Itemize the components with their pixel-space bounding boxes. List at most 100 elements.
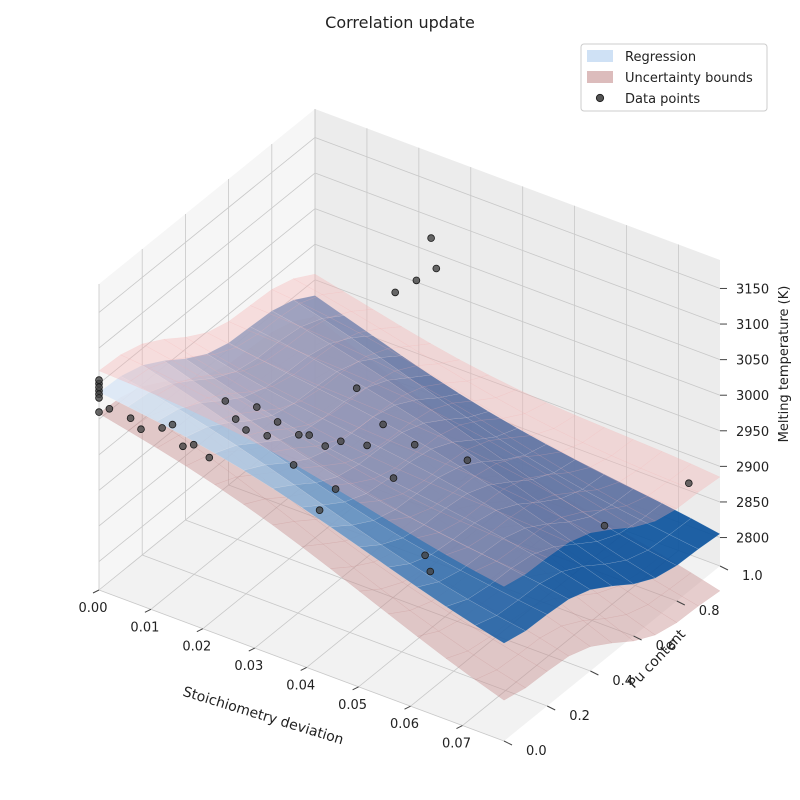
upper-bound-facet: [574, 489, 628, 511]
grid-z-side: [98, 137, 316, 313]
upper-bound-facet: [278, 302, 331, 331]
upper-bound-facet: [567, 467, 620, 490]
upper-bound-facet: [214, 413, 266, 437]
lower-bound-facet: [387, 610, 440, 637]
x-tick-label: 0.02: [182, 640, 211, 655]
upper-bound-facet: [402, 480, 454, 509]
upper-bound-facet: [409, 507, 461, 533]
upper-bound-facet: [322, 370, 374, 400]
data-point: [221, 397, 230, 405]
data-points: [95, 234, 693, 576]
upper-bound-facet: [495, 388, 547, 414]
data-point: [263, 431, 272, 440]
grid-y-floor: [185, 519, 591, 672]
upper-bound-facet: [350, 309, 403, 329]
upper-bound-facet: [379, 326, 432, 347]
upper-bound-facet: [249, 289, 302, 318]
data-point: [684, 479, 693, 488]
lower-bound-facet: [409, 601, 461, 632]
upper-bound-facet: [531, 494, 584, 518]
upper-bound-facet: [271, 278, 323, 304]
lower-bound-facet: [380, 581, 433, 611]
x-axis-label: Stoichiometry deviation: [181, 684, 346, 748]
y-tick: [590, 670, 599, 676]
data-point: [426, 567, 435, 576]
upper-bound-facet: [474, 560, 527, 587]
x-tick-label: 0.05: [338, 698, 367, 713]
upper-bound-facet: [206, 321, 259, 348]
grid-z-side: [98, 208, 316, 384]
lower-bound-facet: [474, 669, 527, 701]
y-tick-label: 0.8: [699, 604, 720, 619]
upper-bound-facet: [170, 356, 223, 377]
x-tick: [92, 589, 100, 594]
data-point: [273, 418, 282, 426]
lower-bound-facet: [185, 455, 237, 485]
upper-bound-facet: [307, 414, 360, 441]
upper-bound-facet: [228, 391, 281, 412]
x-tick-label: 0.00: [79, 601, 108, 616]
upper-bound-facet: [329, 398, 382, 428]
data-point: [95, 394, 103, 402]
lower-bound-facet: [300, 543, 353, 569]
upper-bound-facet: [480, 418, 533, 438]
upper-bound-facet: [242, 430, 295, 453]
uncertainty-upper-surface: [98, 273, 721, 587]
data-point: [105, 404, 114, 413]
regression-facet: [539, 571, 591, 600]
upper-bound-facet: [496, 545, 548, 575]
data-point: [168, 420, 177, 429]
upper-bound-facet: [148, 359, 201, 383]
upper-bound-facet: [539, 517, 591, 543]
upper-bound-facet: [538, 451, 591, 473]
data-point: [294, 430, 303, 439]
axis-ticks: 0.00 0.01 0.02 0.03 0.04 0.05 0.06 0.07 0.0 0.2 0.…: [79, 283, 770, 760]
data-point: [389, 474, 398, 482]
upper-bound-facet: [257, 317, 309, 347]
upper-bound-facet: [430, 492, 483, 522]
upper-bound-facet: [604, 505, 656, 528]
data-point: [315, 506, 324, 515]
y-tick-label: 0.0: [526, 744, 547, 759]
upper-bound-facet: [408, 343, 461, 365]
grid-z-back: [314, 279, 721, 432]
upper-bound-facet: [300, 465, 353, 486]
upper-bound-facet: [553, 491, 606, 513]
data-point: [137, 425, 145, 434]
upper-bound-facet: [430, 402, 483, 426]
lower-bound-facet: [214, 476, 266, 505]
upper-bound-facet: [264, 428, 317, 449]
data-point: [363, 441, 371, 450]
data-point: [463, 456, 472, 465]
lower-bound-facet: [271, 521, 324, 547]
upper-bound-facet: [300, 294, 352, 318]
y-tick-label: 0.6: [656, 639, 677, 654]
upper-bound-facet: [452, 475, 505, 505]
upper-bound-facet: [531, 428, 584, 453]
lower-bound-facet: [517, 637, 570, 672]
upper-bound-facet: [314, 342, 367, 371]
grid-z-back: [314, 172, 721, 325]
upper-bound-facet: [249, 386, 302, 409]
legend-marker-points: [595, 93, 605, 103]
x-tick-label: 0.01: [130, 620, 159, 635]
data-point: [95, 383, 103, 392]
data-point: [231, 415, 240, 423]
upper-bound-facet: [206, 393, 259, 415]
upper-bound-facet: [307, 317, 360, 343]
upper-bound-facet: [467, 533, 519, 562]
z-tick-label: 3150: [736, 283, 769, 298]
z-tick-label: 2800: [736, 532, 769, 547]
lower-bound-facet: [438, 619, 490, 652]
upper-bound-facet: [408, 409, 461, 437]
lower-bound-facet: [127, 415, 179, 449]
upper-bound-facet: [293, 445, 346, 467]
upper-bound-facet: [329, 311, 381, 333]
z-tick-label: 2900: [736, 460, 769, 475]
grid-z-side: [98, 172, 316, 349]
lower-bound-facet: [445, 650, 498, 681]
data-point: [410, 440, 419, 449]
lower-bound-facet: [467, 636, 519, 671]
upper-bound-facet: [444, 380, 497, 402]
lower-bound-facet: [539, 625, 591, 657]
